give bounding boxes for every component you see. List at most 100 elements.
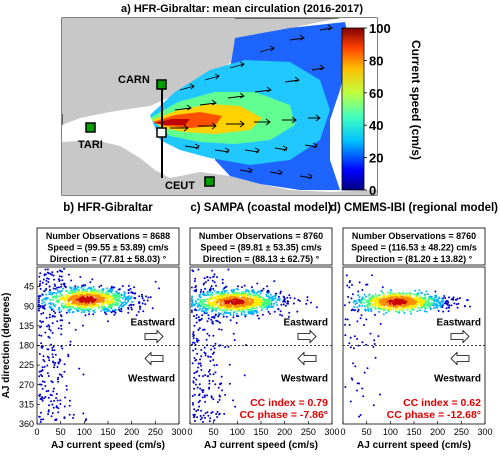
scatter-point [203,306,206,308]
scatter-point [372,345,375,348]
scatter-point [350,297,353,300]
scatter-point [113,293,116,296]
scatter-point [225,289,228,292]
scatter-point [405,298,408,300]
scatter-point [52,406,55,409]
scatter-point [199,358,202,361]
scatter-point [105,307,108,310]
scatter-point [123,295,126,298]
scatter-point [430,298,433,301]
scatter-point [344,323,346,326]
scatter-point [289,296,292,299]
scatter-point [72,289,75,292]
scatter-point [209,276,212,279]
scatter-point [83,298,86,300]
scatter-point [357,344,360,347]
scatter-point [382,302,385,305]
scatter-point [193,357,196,359]
scatter-point [52,356,54,359]
scatter-point [49,291,52,294]
scatter-point [216,410,219,413]
scatter-point [213,289,216,292]
scatter-point [372,404,375,407]
scatter-point [436,306,439,309]
scatter-point [211,279,214,282]
scatter-point [202,421,204,423]
scatter-point [253,291,256,294]
scatter-point [86,293,89,296]
scatter-point [141,302,144,305]
scatter-point [197,304,200,307]
scatter-point [355,300,357,303]
scatter-point [221,389,223,392]
scatter-point [274,294,277,297]
scatter-point [151,307,154,310]
scatter-point [79,276,82,278]
scatter-point [437,299,439,302]
scatter-point [249,295,252,298]
scatter-point [217,315,220,318]
scatter-point [47,396,50,399]
scatter-point [202,375,205,378]
scatter-point [279,292,282,295]
scatter-point [239,305,242,307]
scatter-point [60,294,63,297]
cc-text: CC index = 0.62 [403,397,481,409]
scatter-point [101,300,104,303]
scatter-point [192,403,195,406]
scatter-point [236,298,239,301]
scatter-point [198,394,201,397]
westward-label: Westward [434,374,481,385]
scatter-point [373,339,376,342]
scatter-point [262,287,265,290]
scatter-point [196,352,199,355]
scatter-point [142,310,145,313]
scatter-point [450,304,453,307]
scatter-point [261,302,264,304]
scatter-point [356,337,358,340]
scatter-point [221,290,224,293]
stats-line: Direction = (88.13 ± 62.75) ° [203,254,320,264]
scatter-point [306,299,309,302]
scatter-point [80,294,83,297]
scatter-point [39,421,42,423]
scatter-point [419,297,422,300]
scatter-point [211,293,214,296]
scatter-point [226,296,229,299]
scatter-point [37,303,40,306]
scatter-point [424,303,427,305]
scatter-point [236,292,239,295]
scatter-point [199,303,202,306]
scatter-point [259,292,262,295]
scatter-point [357,294,360,297]
scatter-point [256,306,258,309]
scatter-point [90,307,92,310]
scatter-point [105,313,108,316]
scatter-point [65,388,68,391]
scatter-point [203,346,206,349]
scatter-point [204,354,207,357]
scatter-point [118,292,121,295]
scatter-point [40,312,43,315]
scatter-point [400,307,403,310]
scatter-point [54,287,57,290]
scatter-point [88,305,91,307]
scatter-point [247,306,250,309]
scatter-point [389,290,392,293]
x-tick-label: 150 [100,427,115,437]
scatter-point [349,336,352,339]
scatter-point [144,303,147,306]
scatter-point [204,287,206,290]
scatter-point [56,295,59,298]
scatter-point [198,319,201,322]
scatter-point [238,302,240,305]
scatter-point [200,409,203,412]
scatter-point [60,285,62,288]
scatter-point [77,291,80,294]
scatter-point [48,325,51,328]
scatter-point [360,298,363,301]
scatter-point [384,303,387,305]
scatter-point [197,328,200,331]
scatter-point [61,287,64,290]
scatter-point [424,297,427,300]
